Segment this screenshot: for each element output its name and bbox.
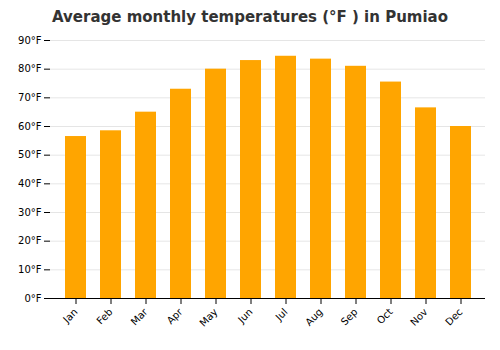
svg-text:Sep: Sep <box>339 306 360 327</box>
svg-text:Jun: Jun <box>235 306 255 326</box>
svg-text:Feb: Feb <box>94 306 114 326</box>
svg-text:0°F: 0°F <box>24 293 41 304</box>
svg-text:Mar: Mar <box>129 306 151 328</box>
svg-text:70°F: 70°F <box>18 92 42 103</box>
svg-text:Nov: Nov <box>408 306 430 328</box>
svg-text:Oct: Oct <box>375 306 395 326</box>
svg-text:20°F: 20°F <box>18 235 42 246</box>
svg-text:80°F: 80°F <box>18 63 42 74</box>
svg-text:60°F: 60°F <box>18 121 42 132</box>
svg-text:Jan: Jan <box>60 306 79 325</box>
svg-text:40°F: 40°F <box>18 178 42 189</box>
svg-text:90°F: 90°F <box>18 35 42 46</box>
svg-text:Apr: Apr <box>165 306 186 327</box>
svg-text:May: May <box>197 306 219 328</box>
svg-text:50°F: 50°F <box>18 149 42 160</box>
svg-text:Aug: Aug <box>303 306 325 328</box>
svg-text:Jul: Jul <box>273 306 290 323</box>
svg-text:Dec: Dec <box>443 306 464 327</box>
svg-text:30°F: 30°F <box>18 207 42 218</box>
svg-text:10°F: 10°F <box>18 264 42 275</box>
html-text:Average monthly temperatures (: Average monthly temperatures (°F ) in Pu… <box>52 8 448 26</box>
